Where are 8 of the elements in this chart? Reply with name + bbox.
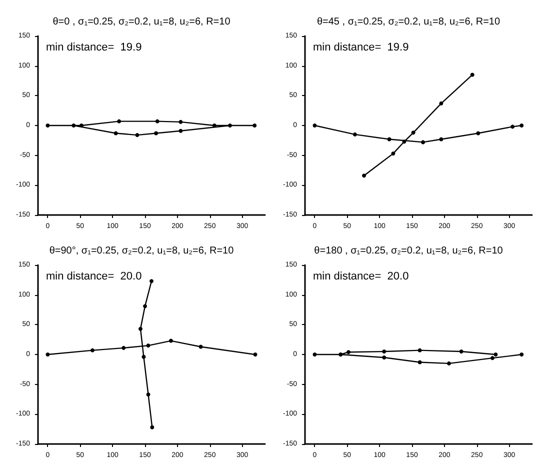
- annotation: min distance= 20.0: [46, 270, 142, 282]
- chart-title: θ=0 , σ₁=0.25, σ₂=0.2, u₁=8, u₂=6, R=10: [52, 16, 231, 28]
- chart-title: θ=180 , σ₁=0.25, σ₂=0.2, u₁=8, u₂=6, R=10: [314, 246, 504, 256]
- chart-title: θ=90°, σ₁=0.25, σ₂=0.2, u₁=8, u₂=6, R=10: [49, 246, 234, 256]
- annotation: min distance= 20.0: [313, 270, 409, 282]
- chart-title: θ=45 , σ₁=0.25, σ₂=0.2, u₁=8, u₂=6, R=10: [316, 16, 500, 28]
- annotation: min distance= 19.9: [313, 42, 409, 54]
- annotation: min distance= 19.9: [46, 42, 142, 54]
